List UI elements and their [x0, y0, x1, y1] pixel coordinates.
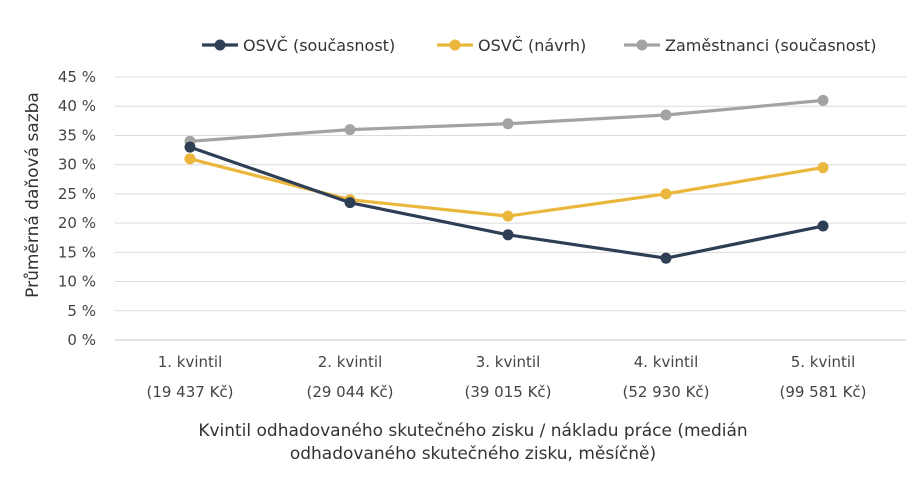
series-lines — [184, 94, 829, 264]
y-tick-label: 20 % — [58, 214, 96, 232]
y-axis-title: Průměrná daňová sazba — [23, 92, 43, 298]
legend-label: OSVČ (současnost) — [243, 36, 395, 55]
data-point — [817, 220, 829, 232]
x-tick-sublabel: (99 581 Kč) — [779, 383, 866, 401]
x-tick-sublabel: (39 015 Kč) — [464, 383, 551, 401]
x-axis-title-line-1: Kvintil odhadovaného skutečného zisku / … — [198, 421, 747, 441]
legend-swatch-marker — [214, 39, 226, 51]
y-tick-label: 5 % — [67, 302, 96, 320]
x-tick-sublabel: (52 930 Kč) — [622, 383, 709, 401]
y-tick-label: 40 % — [58, 97, 96, 115]
series-2 — [184, 153, 829, 222]
x-tick-label: 2. kvintil — [318, 353, 383, 371]
data-point — [660, 252, 672, 264]
data-point — [817, 162, 829, 174]
legend: OSVČ (současnost) OSVČ (návrh) Zaměstnanci… — [202, 36, 876, 55]
x-axis-title-line-2: odhadovaného skutečného zisku, měsíčně) — [290, 444, 656, 464]
x-tick-label: 3. kvintil — [476, 353, 541, 371]
y-tick-label: 25 % — [58, 185, 96, 203]
legend-item: OSVČ (návrh) — [437, 36, 586, 55]
x-tick-sublabel: (29 044 Kč) — [306, 383, 393, 401]
legend-item: OSVČ (současnost) — [202, 36, 395, 55]
y-tick-label: 15 % — [58, 243, 96, 261]
legend-swatch-marker — [636, 39, 648, 51]
gridlines — [115, 76, 906, 341]
data-point — [344, 124, 356, 136]
data-point — [660, 188, 672, 200]
y-tick-label: 30 % — [58, 156, 96, 174]
data-point — [344, 197, 356, 209]
data-point — [502, 229, 514, 241]
y-tick-label: 0 % — [67, 331, 96, 349]
data-point — [184, 141, 196, 153]
legend-swatch-marker — [449, 39, 461, 51]
y-tick-label: 10 % — [58, 273, 96, 291]
series-3 — [184, 94, 829, 147]
data-point — [502, 118, 514, 130]
y-axis-ticks: 0 % 5 % 10 % 15 % 20 % 25 % 30 % 35 % 40 % 45 % — [58, 68, 96, 349]
series-1 — [184, 141, 829, 264]
legend-label: Zaměstnanci (současnost) — [665, 36, 876, 55]
x-tick-label: 4. kvintil — [634, 353, 699, 371]
y-tick-label: 45 % — [58, 68, 96, 86]
y-tick-label: 35 % — [58, 126, 96, 144]
x-axis-ticks: 1. kvintil (19 437 Kč) 2. kvintil (29 044 K… — [146, 353, 866, 401]
x-tick-label: 5. kvintil — [791, 353, 856, 371]
series-line — [189, 145, 824, 260]
legend-item: Zaměstnanci (současnost) — [624, 36, 876, 55]
legend-label: OSVČ (návrh) — [478, 36, 586, 55]
data-point — [184, 153, 196, 165]
x-tick-label: 1. kvintil — [158, 353, 223, 371]
series-line — [189, 157, 824, 218]
data-point — [502, 210, 514, 222]
data-point — [817, 94, 829, 106]
data-point — [660, 109, 672, 121]
x-tick-sublabel: (19 437 Kč) — [146, 383, 233, 401]
